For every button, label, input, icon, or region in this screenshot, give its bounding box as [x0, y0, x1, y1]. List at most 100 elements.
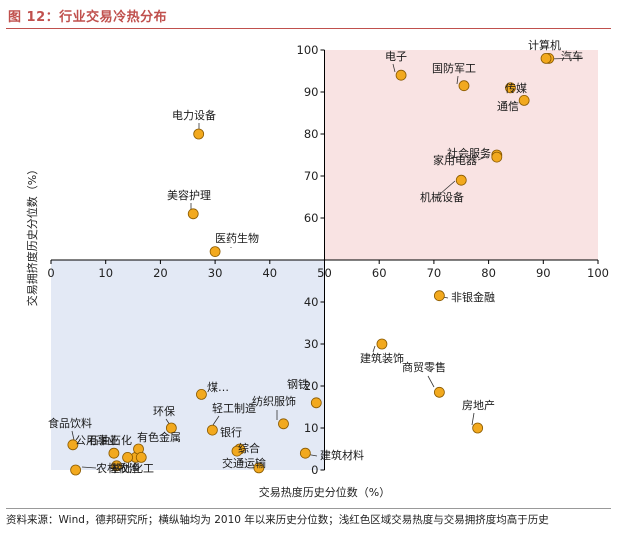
- y-tick-label: 80: [304, 127, 319, 141]
- data-point: [135, 451, 147, 463]
- y-tick-label: 20: [304, 379, 319, 393]
- point-label: 纺织服饰: [252, 394, 296, 408]
- y-tick-label: 70: [304, 169, 319, 183]
- data-point: [206, 424, 218, 436]
- data-point: [455, 174, 467, 186]
- point-label: 石油石化: [88, 433, 132, 447]
- data-point: [193, 128, 205, 140]
- point-label: 通信: [497, 100, 519, 113]
- data-point: [433, 386, 445, 398]
- x-tick-label: 90: [536, 266, 551, 280]
- data-point: [108, 447, 120, 459]
- x-tick-label: 10: [98, 266, 113, 280]
- x-tick-label: 40: [262, 266, 277, 280]
- data-point: [165, 422, 177, 434]
- point-label: 医药生物: [215, 231, 259, 245]
- x-tick-label: 60: [372, 266, 387, 280]
- point-label: 综合: [238, 441, 260, 455]
- data-point: [518, 95, 530, 106]
- point-label: 建筑装饰: [360, 351, 404, 365]
- figure-title: 图 12：行业交易冷热分布: [8, 10, 168, 25]
- leader-line: [392, 63, 396, 73]
- data-point: [310, 397, 322, 409]
- y-tick-label: 40: [304, 295, 319, 309]
- data-point: [278, 418, 289, 430]
- source-note: 资料来源：Wind，德邦研究所；横纵轴均为 2010 年以来历史分位数；浅红色区…: [6, 514, 549, 526]
- point-label: 有色金属: [137, 430, 181, 444]
- points-layer: [67, 53, 555, 476]
- title-divider: [6, 28, 611, 29]
- leader-line: [372, 345, 376, 353]
- y-tick-label: 100: [297, 43, 319, 57]
- point-label: 公用事业: [75, 434, 119, 447]
- x-tick-label: 70: [427, 266, 442, 280]
- data-point: [70, 464, 82, 476]
- point-label: 传媒: [505, 82, 527, 95]
- y-tick-label: 90: [304, 85, 319, 99]
- point-label: 农林牧渔: [96, 461, 140, 475]
- data-point: [491, 151, 503, 163]
- data-point: [376, 338, 388, 350]
- data-point: [458, 80, 470, 92]
- data-point: [433, 290, 445, 302]
- data-point: [209, 246, 221, 258]
- y-tick-label: 10: [304, 421, 319, 435]
- y-tick-label: 0: [311, 463, 318, 477]
- point-label: 钢铁: [287, 378, 309, 391]
- leader-line: [81, 466, 97, 469]
- point-label: 银行: [220, 425, 242, 439]
- leader-line: [439, 180, 456, 195]
- y-tick-label: 60: [304, 211, 319, 225]
- data-point: [122, 451, 133, 463]
- footer-divider: [6, 508, 611, 509]
- point-label: 食品饮料: [48, 416, 92, 430]
- point-label: 美容护理: [167, 188, 211, 202]
- x-tick-label: 0: [47, 266, 54, 280]
- data-point: [111, 460, 123, 472]
- x-tick-label: 30: [208, 266, 223, 280]
- point-label: 房地产: [462, 398, 495, 412]
- point-label: 社会服务: [447, 146, 491, 160]
- y-tick-label: 30: [304, 337, 319, 351]
- ticks-layer: 0 10 20 30 40 50 60 70 80 90 100 60 70 80 90 100 0 10 20 30…: [47, 43, 609, 477]
- point-label: 轻工制造: [212, 401, 256, 415]
- x-axis-title: 交易热度历史分位数（%）: [259, 485, 390, 499]
- x-tick-label: 80: [481, 266, 496, 280]
- point-label: 国防军工: [432, 61, 476, 75]
- point-label: 交通运输: [222, 456, 266, 470]
- data-point: [67, 439, 79, 451]
- data-point: [299, 447, 311, 459]
- point-label: 煤…: [207, 381, 229, 394]
- x-tick-label: 100: [587, 266, 609, 280]
- data-point: [253, 462, 265, 474]
- data-point: [540, 53, 552, 64]
- leader-line: [477, 155, 489, 161]
- data-point: [187, 208, 199, 220]
- x-tick-label: 50: [317, 266, 332, 280]
- leader-line: [212, 415, 220, 426]
- point-label: 电力设备: [172, 108, 216, 122]
- point-label: 家用电器: [433, 153, 477, 167]
- point-label: 非银金融: [451, 290, 495, 304]
- data-point: [196, 388, 207, 400]
- data-point: [231, 445, 243, 457]
- leader-line: [471, 412, 475, 426]
- data-point: [472, 422, 484, 434]
- y-axis-title: 交易拥挤度历史分位数（%）: [25, 164, 39, 306]
- point-label: 计算机: [528, 38, 561, 52]
- point-label: 建筑材料: [320, 448, 364, 462]
- point-label: 环保: [153, 404, 175, 418]
- x-tick-label: 20: [153, 266, 168, 280]
- data-point: [395, 69, 407, 81]
- leader-line: [456, 75, 459, 85]
- leader-line: [510, 101, 517, 105]
- leader-line: [71, 430, 75, 441]
- leader-line: [427, 375, 435, 388]
- point-label: 机械设备: [420, 190, 464, 204]
- point-label: 基础化工: [110, 461, 154, 475]
- data-point: [505, 82, 516, 94]
- cold-region: [51, 260, 325, 470]
- point-label: 电子: [385, 50, 407, 63]
